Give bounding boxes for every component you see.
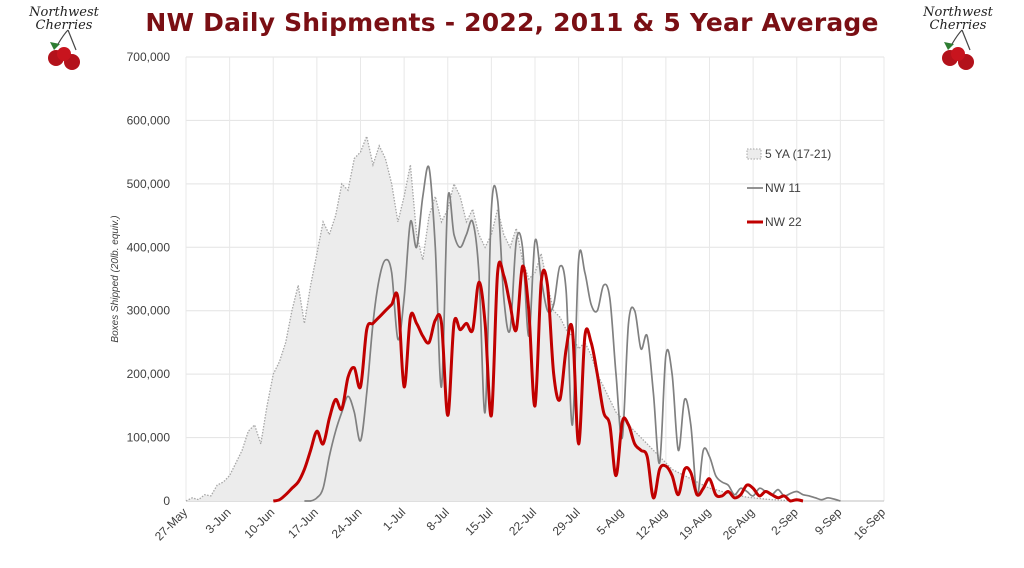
series-nw22-line <box>273 260 804 503</box>
x-tick-label: 3-Jun <box>203 505 234 536</box>
x-tick-label: 17-Jun <box>285 505 321 541</box>
x-tick-label: 1-Jul <box>380 505 408 533</box>
x-tick-label: 15-Jul <box>462 505 495 538</box>
y-tick-label: 400,000 <box>127 240 171 254</box>
logo-line-1: Northwest <box>29 5 99 20</box>
y-tick-label: 600,000 <box>127 113 171 127</box>
northwest-cherries-logo-left: Northwest Cherries <box>24 6 104 78</box>
northwest-cherries-logo-right: Northwest Cherries <box>918 6 998 78</box>
x-tick-label: 5-Aug <box>594 505 627 538</box>
cherry-icon <box>48 29 80 70</box>
logo-line-2: Cherries <box>35 18 93 33</box>
y-tick-label: 0 <box>163 494 170 508</box>
series-5ya-area <box>186 136 797 502</box>
logo-line-2: Cherries <box>929 18 987 33</box>
series-nw11-line <box>304 165 841 502</box>
x-tick-label: 16-Sep <box>851 505 888 542</box>
x-tick-label: 27-May <box>152 505 190 543</box>
x-tick-label: 24-Jun <box>329 505 365 541</box>
x-tick-label: 26-Aug <box>720 505 757 542</box>
x-tick-label: 2-Sep <box>768 505 801 538</box>
y-tick-label: 200,000 <box>127 367 171 381</box>
x-axis: 27-May 3-Jun 10-Jun 17-Jun 24-Jun 1-Jul 8-Jul 1… <box>152 505 888 543</box>
y-tick-label: 300,000 <box>127 304 171 318</box>
logo-text: Northwest Cherries <box>24 6 104 32</box>
x-tick-label: 12-Aug <box>633 505 670 542</box>
legend-label: 5 YA (17-21) <box>765 147 831 161</box>
legend-swatch-5ya <box>746 148 762 160</box>
legend-label: NW 11 <box>765 181 801 195</box>
cherry-icon <box>942 29 974 70</box>
y-axis: 0 100,000 200,000 300,000 400,000 500,000 600,… <box>127 50 171 508</box>
x-tick-label: 9-Sep <box>812 505 845 538</box>
y-axis-label: Boxes Shipped (20lb. equiv.) <box>110 215 121 342</box>
legend-label: NW 22 <box>765 215 802 229</box>
y-tick-label: 500,000 <box>127 177 171 191</box>
y-tick-label: 100,000 <box>127 431 171 445</box>
logo-line-1: Northwest <box>923 5 993 20</box>
legend: 5 YA (17-21) NW 11 NW 22 <box>746 147 831 229</box>
y-tick-label: 700,000 <box>127 50 171 64</box>
x-tick-label: 8-Jul <box>424 505 452 533</box>
x-tick-label: 22-Jul <box>506 505 539 538</box>
line-layer <box>273 165 841 503</box>
chart-title: NW Daily Shipments - 2022, 2011 & 5 Year… <box>145 8 879 37</box>
logo-text: Northwest Cherries <box>918 6 998 32</box>
x-tick-label: 10-Jun <box>242 505 278 541</box>
x-tick-label: 29-Jul <box>550 505 583 538</box>
x-tick-label: 19-Aug <box>676 505 713 542</box>
